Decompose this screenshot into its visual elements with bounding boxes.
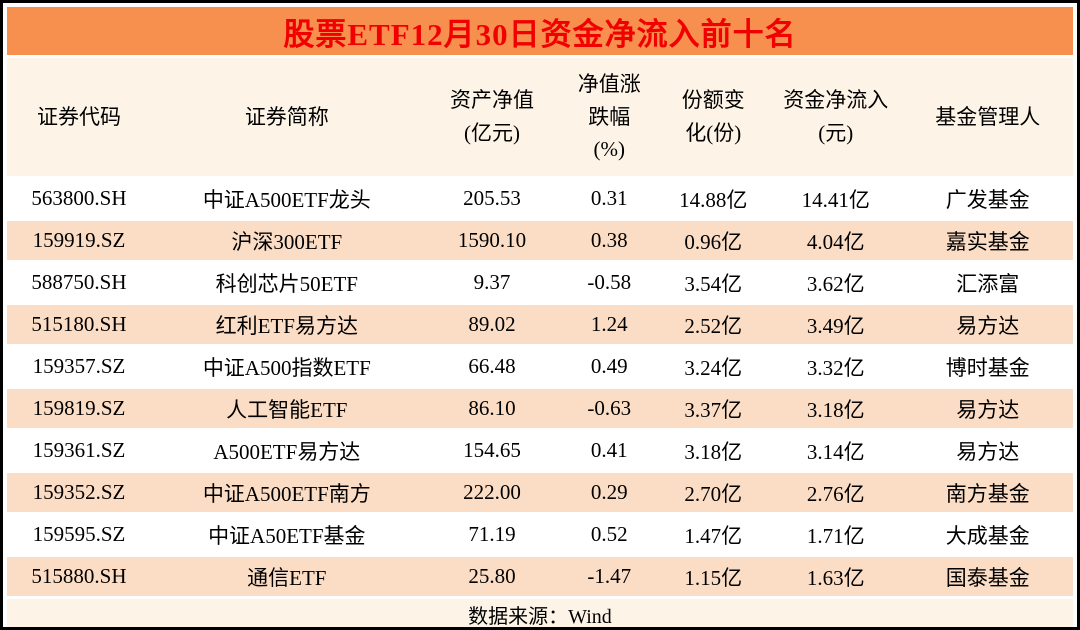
table-cell: A500ETF易方达 xyxy=(150,431,423,470)
table-cell: 515880.SH xyxy=(7,557,151,596)
table-cell: 71.19 xyxy=(422,515,562,554)
table-cell: 1.47亿 xyxy=(657,515,770,554)
table-cell: 通信ETF xyxy=(150,557,423,596)
table-cell: 86.10 xyxy=(422,389,562,428)
page-title: 股票ETF12月30日资金净流入前十名 xyxy=(283,16,797,52)
table-cell: 2.76亿 xyxy=(769,473,903,512)
table-row: 159361.SZ A500ETF易方达 154.65 0.41 3.18亿 3.14亿易… xyxy=(7,431,1073,470)
table-cell: 1.71亿 xyxy=(769,515,903,554)
column-header: 资产净值 (亿元) xyxy=(422,58,562,176)
table-cell: 563800.SH xyxy=(7,179,151,218)
table-cell: 0.38 xyxy=(561,221,658,260)
table-row: 159352.SZ 中证A500ETF南方 222.00 0.29 2.70亿 2.76亿… xyxy=(7,473,1073,512)
table-cell: 博时基金 xyxy=(902,347,1073,386)
table-cell: 588750.SH xyxy=(7,263,151,302)
table-cell: 3.62亿 xyxy=(769,263,903,302)
table-row: 515880.SH 通信ETF 25.80 -1.47 1.15亿 1.63亿 国泰基金 xyxy=(7,557,1073,596)
table-cell: 159357.SZ xyxy=(7,347,151,386)
table-row: 159357.SZ 中证A500指数ETF 66.48 0.49 3.24亿 3.32亿博… xyxy=(7,347,1073,386)
table-cell: 易方达 xyxy=(902,431,1073,470)
table-cell: 2.70亿 xyxy=(657,473,770,512)
table-cell: 159919.SZ xyxy=(7,221,151,260)
table-cell: 中证A500指数ETF xyxy=(150,347,423,386)
table-cell: 南方基金 xyxy=(902,473,1073,512)
table-row: 159919.SZ 沪深300ETF 1590.10 0.38 0.96亿 4.04亿 嘉实… xyxy=(7,221,1073,260)
table-cell: 0.49 xyxy=(561,347,658,386)
table-cell: 154.65 xyxy=(422,431,562,470)
column-header: 证券简称 xyxy=(150,58,423,176)
table-cell: -0.63 xyxy=(561,389,658,428)
table-cell: 0.41 xyxy=(561,431,658,470)
table-cell: 0.29 xyxy=(561,473,658,512)
table-row: 159595.SZ 中证A50ETF基金 71.19 0.52 1.47亿 1.71亿 大成… xyxy=(7,515,1073,554)
etf-table: 证券代码 证券简称 资产净值 (亿元) 净值涨 跌幅 (%) 份额变 化(份) 资金净流入… xyxy=(7,55,1073,599)
table-cell: 205.53 xyxy=(422,179,562,218)
header-row: 证券代码 证券简称 资产净值 (亿元) 净值涨 跌幅 (%) 份额变 化(份) 资金净流入… xyxy=(7,58,1073,176)
table-cell: -1.47 xyxy=(561,557,658,596)
data-source-bar: 数据来源：Wind xyxy=(7,599,1073,628)
table-cell: 中证A500ETF南方 xyxy=(150,473,423,512)
table-cell: 1.63亿 xyxy=(769,557,903,596)
table-cell: 3.24亿 xyxy=(657,347,770,386)
table-cell: 中证A500ETF龙头 xyxy=(150,179,423,218)
column-header: 基金管理人 xyxy=(902,58,1073,176)
table-cell: 159361.SZ xyxy=(7,431,151,470)
table-cell: 1.15亿 xyxy=(657,557,770,596)
table-cell: 66.48 xyxy=(422,347,562,386)
table-cell: 大成基金 xyxy=(902,515,1073,554)
table-cell: 0.96亿 xyxy=(657,221,770,260)
column-header: 份额变 化(份) xyxy=(657,58,770,176)
table-cell: -0.58 xyxy=(561,263,658,302)
table-cell: 科创芯片50ETF xyxy=(150,263,423,302)
table-cell: 0.52 xyxy=(561,515,658,554)
table-row: 515180.SH 红利ETF易方达 89.02 1.24 2.52亿 3.49亿 易方达 xyxy=(7,305,1073,344)
table-cell: 3.14亿 xyxy=(769,431,903,470)
table-cell: 2.52亿 xyxy=(657,305,770,344)
data-source-text: 数据来源：Wind xyxy=(468,605,612,628)
table-cell: 159352.SZ xyxy=(7,473,151,512)
table-cell: 14.41亿 xyxy=(769,179,903,218)
table-cell: 中证A50ETF基金 xyxy=(150,515,423,554)
table-cell: 159595.SZ xyxy=(7,515,151,554)
table-cell: 3.49亿 xyxy=(769,305,903,344)
column-header: 净值涨 跌幅 (%) xyxy=(561,58,658,176)
table-cell: 9.37 xyxy=(422,263,562,302)
table-row: 563800.SH 中证A500ETF龙头 205.53 0.31 14.88亿 14.4… xyxy=(7,179,1073,218)
table-cell: 易方达 xyxy=(902,389,1073,428)
table-cell: 广发基金 xyxy=(902,179,1073,218)
table-cell: 沪深300ETF xyxy=(150,221,423,260)
table-cell: 14.88亿 xyxy=(657,179,770,218)
table-cell: 515180.SH xyxy=(7,305,151,344)
table-cell: 4.04亿 xyxy=(769,221,903,260)
table-cell: 易方达 xyxy=(902,305,1073,344)
table-cell: 159819.SZ xyxy=(7,389,151,428)
table-cell: 0.31 xyxy=(561,179,658,218)
table-cell: 89.02 xyxy=(422,305,562,344)
table-cell: 1.24 xyxy=(561,305,658,344)
table-cell: 3.54亿 xyxy=(657,263,770,302)
table-body: 563800.SH 中证A500ETF龙头 205.53 0.31 14.88亿 14.4… xyxy=(7,179,1073,596)
column-header: 资金净流入 (元) xyxy=(769,58,903,176)
table-cell: 1590.10 xyxy=(422,221,562,260)
table-cell: 3.32亿 xyxy=(769,347,903,386)
table-cell: 25.80 xyxy=(422,557,562,596)
table-cell: 3.18亿 xyxy=(769,389,903,428)
table-row: 159819.SZ 人工智能ETF 86.10 -0.63 3.37亿 3.18亿 易方达 xyxy=(7,389,1073,428)
table-cell: 汇添富 xyxy=(902,263,1073,302)
column-header: 证券代码 xyxy=(7,58,151,176)
table-cell: 3.37亿 xyxy=(657,389,770,428)
table-cell: 人工智能ETF xyxy=(150,389,423,428)
table-cell: 3.18亿 xyxy=(657,431,770,470)
table-header: 证券代码 证券简称 资产净值 (亿元) 净值涨 跌幅 (%) 份额变 化(份) 资金净流入… xyxy=(7,58,1073,176)
table-cell: 222.00 xyxy=(422,473,562,512)
table-cell: 红利ETF易方达 xyxy=(150,305,423,344)
table-cell: 嘉实基金 xyxy=(902,221,1073,260)
table-cell: 国泰基金 xyxy=(902,557,1073,596)
table-row: 588750.SH 科创芯片50ETF 9.37 -0.58 3.54亿 3.62亿 汇添富 xyxy=(7,263,1073,302)
title-bar: 股票ETF12月30日资金净流入前十名 xyxy=(7,7,1073,55)
